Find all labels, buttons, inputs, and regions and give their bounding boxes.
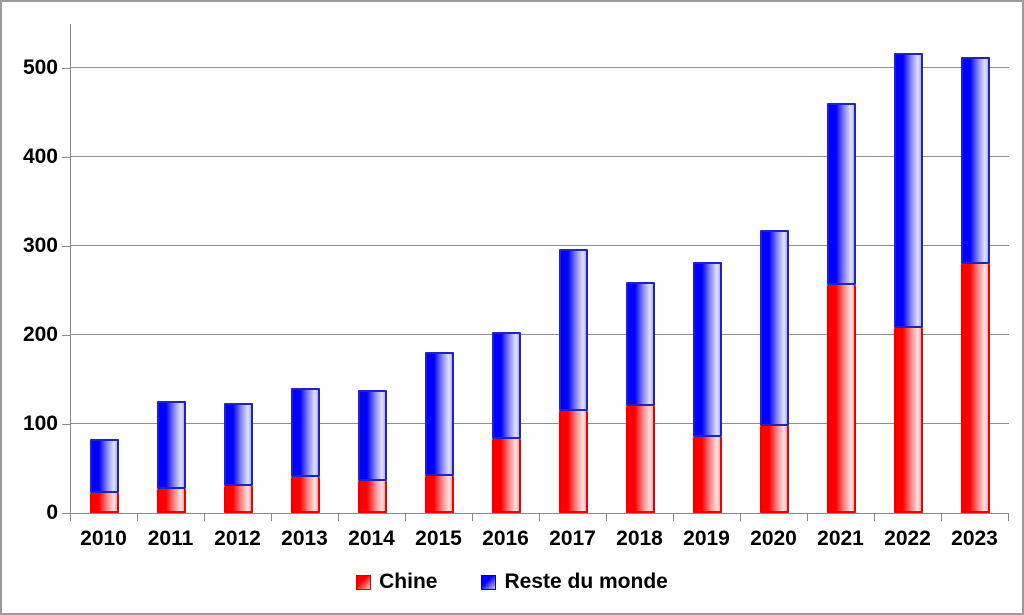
bar-segment-chine-2019 [693,437,722,513]
bar-group-2020 [760,230,789,513]
legend-label-chine: Chine [379,570,438,593]
y-tick-0 [62,513,70,514]
bar-group-2015 [425,352,454,513]
y-axis-label-200: 200 [22,323,58,346]
bar-segment-chine-2012 [224,486,253,513]
x-tick-6 [472,514,473,521]
y-axis-label-0: 0 [46,501,58,524]
y-axis-label-500: 500 [22,56,58,79]
legend-swatch-chine [356,574,372,590]
bar-group-2017 [559,249,588,513]
bar-group-2016 [492,332,521,513]
bar-group-2014 [358,390,387,513]
x-tick-13 [941,514,942,521]
x-axis-label-2012: 2012 [214,527,261,550]
bar-segment-chine-2010 [90,493,119,513]
y-tick-500 [62,68,70,69]
x-tick-14 [1008,514,1009,521]
x-tick-10 [740,514,741,521]
y-tick-100 [62,424,70,425]
x-axis-label-2014: 2014 [348,527,395,550]
gridline-400 [71,156,1009,157]
gridline-500 [71,67,1009,68]
bar-segment-chine-2013 [291,477,320,513]
y-axis-label-400: 400 [22,145,58,168]
legend-item-chine: Chine [356,570,437,594]
gridline-200 [71,334,1009,335]
x-tick-2 [204,514,205,521]
bar-segment-chine-2020 [760,426,789,513]
legend-swatch-reste-du-monde [481,574,497,590]
x-tick-1 [137,514,138,521]
x-tick-4 [338,514,339,521]
bar-group-2019 [693,262,722,513]
bar-segment-reste-du-monde-2022 [894,53,923,328]
bar-segment-reste-du-monde-2016 [492,332,521,439]
x-tick-5 [405,514,406,521]
bar-segment-chine-2018 [626,406,655,513]
bar-segment-chine-2021 [827,285,856,513]
bar-segment-reste-du-monde-2015 [425,352,454,476]
legend-label-reste-du-monde: Reste du monde [504,570,668,593]
bar-segment-chine-2022 [894,328,923,513]
bar-group-2011 [157,401,186,513]
x-axis-label-2013: 2013 [281,527,328,550]
gridline-100 [71,423,1009,424]
x-tick-0 [70,514,71,521]
bar-segment-reste-du-monde-2011 [157,401,186,489]
bar-segment-reste-du-monde-2013 [291,388,320,477]
y-tick-400 [62,157,70,158]
bar-segment-reste-du-monde-2020 [760,230,789,426]
bar-group-2021 [827,103,856,513]
bar-group-2023 [961,57,990,513]
y-tick-300 [62,246,70,247]
x-tick-3 [271,514,272,521]
bar-group-2013 [291,388,320,513]
x-axis-label-2017: 2017 [549,527,596,550]
y-axis-label-300: 300 [22,234,58,257]
bar-segment-reste-du-monde-2023 [961,57,990,264]
bar-segment-chine-2014 [358,481,387,513]
bar-segment-chine-2017 [559,411,588,513]
bar-group-2010 [90,439,119,513]
x-tick-12 [874,514,875,521]
x-axis-label-2010: 2010 [80,527,127,550]
plot-area [70,24,1009,514]
x-axis-label-2019: 2019 [683,527,730,550]
x-tick-11 [807,514,808,521]
x-axis-label-2016: 2016 [482,527,529,550]
gridline-300 [71,245,1009,246]
legend: Chine Reste du monde [2,570,1022,594]
x-tick-7 [539,514,540,521]
bar-segment-chine-2016 [492,439,521,513]
x-axis-label-2021: 2021 [817,527,864,550]
bar-segment-chine-2023 [961,264,990,513]
x-tick-8 [606,514,607,521]
bar-group-2018 [626,282,655,513]
x-axis-label-2015: 2015 [415,527,462,550]
bar-segment-reste-du-monde-2012 [224,403,253,486]
x-axis-label-2023: 2023 [951,527,998,550]
legend-item-reste-du-monde: Reste du monde [481,570,668,594]
bar-group-2012 [224,403,253,513]
x-tick-9 [673,514,674,521]
x-axis-label-2011: 2011 [147,527,194,550]
y-tick-200 [62,335,70,336]
bar-segment-reste-du-monde-2018 [626,282,655,406]
bar-segment-reste-du-monde-2017 [559,249,588,411]
bar-segment-reste-du-monde-2010 [90,439,119,493]
bar-segment-chine-2015 [425,476,454,513]
bar-segment-reste-du-monde-2014 [358,390,387,481]
bar-segment-chine-2011 [157,489,186,513]
bar-segment-reste-du-monde-2021 [827,103,856,285]
y-axis-label-100: 100 [22,412,58,435]
bar-segment-reste-du-monde-2019 [693,262,722,437]
x-axis-label-2020: 2020 [750,527,797,550]
x-axis-label-2018: 2018 [616,527,663,550]
x-axis-label-2022: 2022 [884,527,931,550]
bar-group-2022 [894,53,923,513]
